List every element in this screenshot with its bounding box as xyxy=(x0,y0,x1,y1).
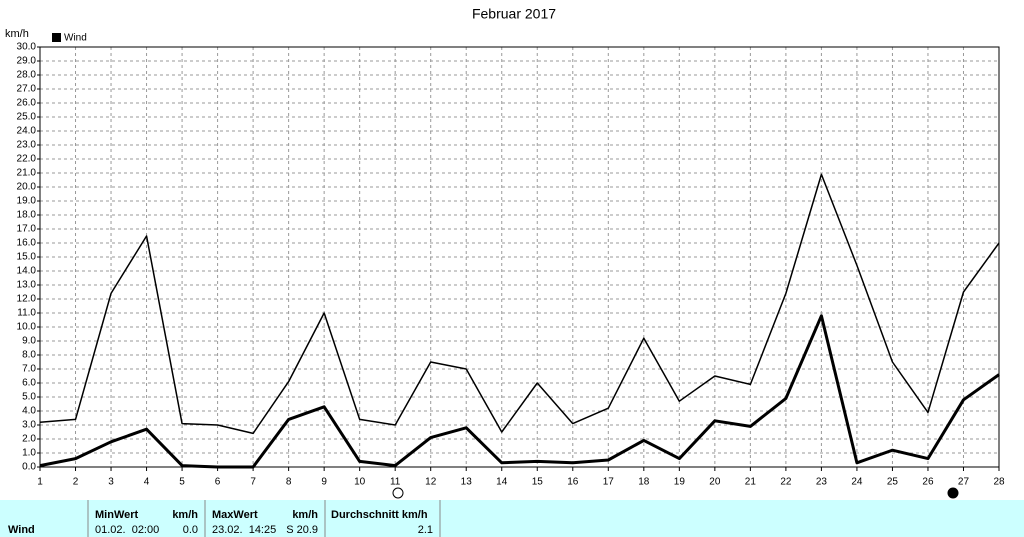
y-tick-label: 2.0 xyxy=(22,434,36,445)
x-tick-label: 20 xyxy=(709,477,721,488)
stats-header: Durchschnitt km/h xyxy=(331,509,428,521)
line-series xyxy=(39,314,1000,469)
x-tick-label: 2 xyxy=(73,477,79,488)
x-tick-label: 13 xyxy=(461,477,473,488)
y-tick-label: 29.0 xyxy=(17,56,37,67)
y-tick-label: 27.0 xyxy=(17,84,37,95)
y-tick-label: 7.0 xyxy=(22,364,36,375)
y-tick-label: 28.0 xyxy=(17,70,37,81)
y-tick-label: 8.0 xyxy=(22,350,36,361)
x-tick-label: 5 xyxy=(179,477,185,488)
moon-new xyxy=(947,487,959,499)
y-tick-label: 3.0 xyxy=(22,420,36,431)
line-series xyxy=(39,173,1000,435)
y-tick-label: 14.0 xyxy=(17,266,37,277)
stats-header: MinWert xyxy=(95,509,139,521)
x-tick-label: 4 xyxy=(144,477,150,488)
x-tick-label: 28 xyxy=(993,477,1005,488)
x-tick-label: 18 xyxy=(638,477,650,488)
y-tick-label: 1.0 xyxy=(22,448,36,459)
y-tick-label: 26.0 xyxy=(17,98,37,109)
stats-date: 01.02. 02:00 xyxy=(95,524,159,536)
x-tick-label: 21 xyxy=(745,477,757,488)
y-tick-label: 9.0 xyxy=(22,336,36,347)
chart-title: Februar 2017 xyxy=(472,6,556,22)
x-tick-label: 12 xyxy=(425,477,437,488)
x-tick-label: 1 xyxy=(37,477,43,488)
x-tick-label: 23 xyxy=(816,477,828,488)
x-tick-label: 17 xyxy=(603,477,615,488)
stats-unit: km/h xyxy=(172,509,198,521)
y-tick-label: 25.0 xyxy=(17,112,37,123)
y-tick-label: 30.0 xyxy=(17,42,37,53)
y-tick-label: 0.0 xyxy=(22,462,36,473)
x-tick-label: 10 xyxy=(354,477,366,488)
x-tick-label: 3 xyxy=(108,477,114,488)
x-tick-label: 24 xyxy=(851,477,863,488)
x-tick-label: 16 xyxy=(567,477,579,488)
y-tick-label: 20.0 xyxy=(17,182,37,193)
y-tick-label: 15.0 xyxy=(17,252,37,263)
y-tick-label: 21.0 xyxy=(17,168,37,179)
y-tick-label: 5.0 xyxy=(22,392,36,403)
stats-value: S 20.9 xyxy=(286,524,318,536)
x-tick-label: 11 xyxy=(390,477,401,488)
x-tick-label: 26 xyxy=(922,477,934,488)
y-tick-label: 24.0 xyxy=(17,126,37,137)
y-tick-label: 16.0 xyxy=(17,238,37,249)
y-tick-label: 4.0 xyxy=(22,406,36,417)
y-tick-label: 22.0 xyxy=(17,154,37,165)
x-tick-label: 25 xyxy=(887,477,899,488)
x-tick-label: 15 xyxy=(532,477,544,488)
stats-value: 0.0 xyxy=(183,524,198,536)
y-tick-label: 10.0 xyxy=(17,322,37,333)
y-tick-label: 12.0 xyxy=(17,294,37,305)
legend-swatch xyxy=(52,33,61,42)
stats-value: 2.1 xyxy=(418,524,433,536)
y-tick-label: 11.0 xyxy=(17,308,36,319)
stats-panel xyxy=(0,500,1024,537)
plot-area: 0.01.02.03.04.05.06.07.08.09.010.011.012… xyxy=(17,42,1005,488)
y-tick-label: 23.0 xyxy=(17,140,37,151)
x-tick-label: 27 xyxy=(958,477,970,488)
x-tick-label: 8 xyxy=(286,477,292,488)
stats-date: 23.02. 14:25 xyxy=(212,524,276,536)
x-tick-label: 19 xyxy=(674,477,686,488)
y-tick-label: 19.0 xyxy=(17,196,37,207)
x-tick-label: 22 xyxy=(780,477,792,488)
stats-header: MaxWert xyxy=(212,509,258,521)
moon-full xyxy=(392,487,404,499)
x-tick-label: 14 xyxy=(496,477,508,488)
stats-row-label: Wind xyxy=(8,524,35,536)
stats-unit: km/h xyxy=(292,509,318,521)
y-tick-label: 13.0 xyxy=(17,280,37,291)
y-tick-label: 6.0 xyxy=(22,378,36,389)
y-axis-label: km/h xyxy=(5,28,29,40)
plot-border xyxy=(39,46,1000,468)
x-tick-label: 9 xyxy=(321,477,327,488)
legend-label: Wind xyxy=(64,33,87,44)
x-tick-label: 7 xyxy=(250,477,256,488)
x-tick-label: 6 xyxy=(215,477,221,488)
y-tick-label: 18.0 xyxy=(17,210,37,221)
y-tick-label: 17.0 xyxy=(17,224,37,235)
